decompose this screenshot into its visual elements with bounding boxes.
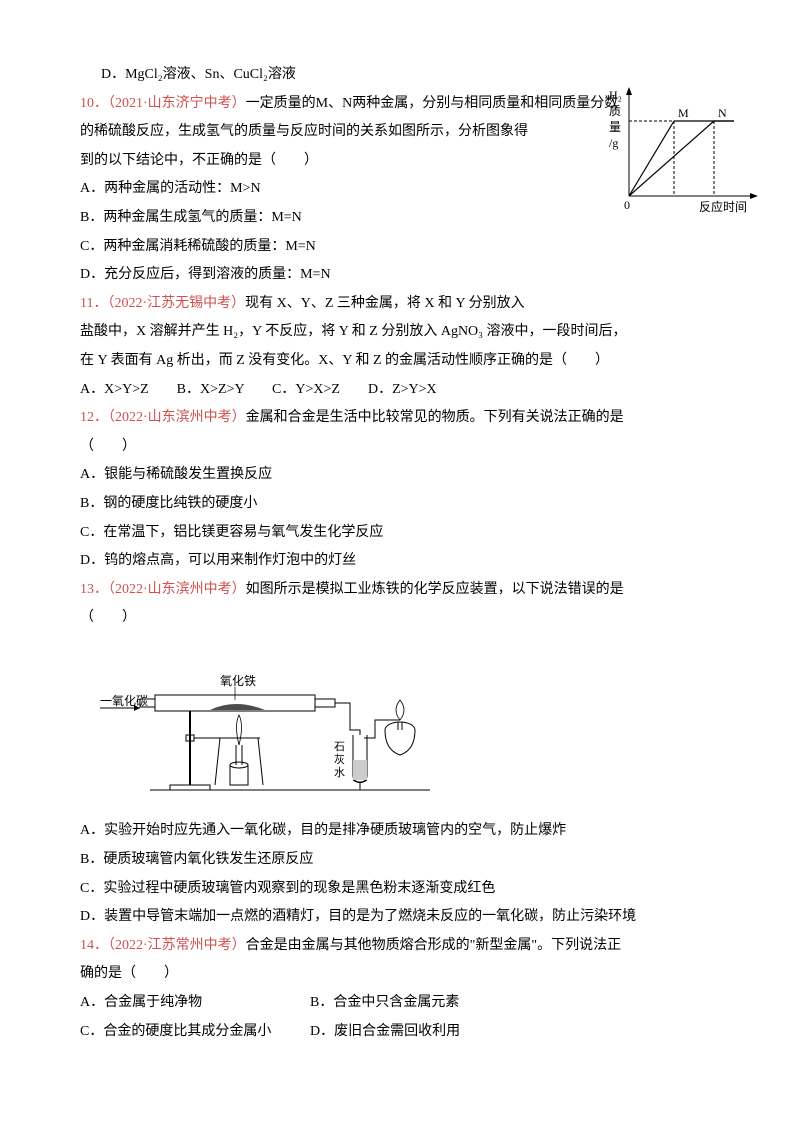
q12-stem1: 金属和合金是生活中比较常见的物质。下列有关说法正确的是: [246, 410, 624, 425]
q13-optD: D．装置中导管末端加一点燃的酒精灯，目的是为了燃烧未反应的一氧化碳，防止污染环境: [80, 904, 714, 931]
q10-graph: M N H₂ 质 量 /g 0 反应时间: [604, 81, 764, 221]
q13-line1: 13．（2022·山东滨州中考）如图所示是模拟工业炼铁的化学反应装置，以下说法错…: [80, 577, 714, 604]
q14-optA: A．合金属于纯净物: [80, 990, 310, 1017]
q11-num: 11．: [80, 296, 107, 311]
q10-optD: D．充分反应后，得到溶液的质量：M=N: [80, 262, 714, 289]
q11-stem2: 盐酸中，X 溶解并产生 H₂，Y 不反应，将 Y 和 Z 分别放入 AgNO₃ …: [80, 319, 714, 346]
q13-source: （2022·山东滨州中考）: [108, 582, 246, 597]
q14-opts-row1: A．合金属于纯净物 B．合金中只含金属元素: [80, 990, 714, 1017]
graph-label-M: M: [678, 106, 689, 120]
svg-text:灰: 灰: [334, 752, 345, 766]
graph-yl3: 量: [609, 120, 621, 134]
q12-stem2: （ ）: [80, 434, 714, 461]
q14-line1: 14．（2022·江苏常州中考）合金是由金属与其他物质熔合形成的"新型金属"。下…: [80, 933, 714, 960]
q13-figure: 氧化铁 一氧化碳 石 灰 水: [100, 640, 714, 811]
fig-label-lime-1: 石: [334, 741, 345, 753]
graph-label-N: N: [718, 106, 727, 120]
q14-num: 14．: [80, 938, 108, 953]
q14-stem2: 确的是（ ）: [80, 961, 714, 988]
q12-optA: A．银能与稀硫酸发生置换反应: [80, 462, 714, 489]
svg-text:0: 0: [624, 198, 630, 212]
q13-stem2: （ ）: [80, 605, 714, 632]
graph-xlabel: 反应时间: [699, 199, 747, 214]
q10-block: 10．（2021·山东济宁中考）一定质量的M、N两种金属，分别与相同质量和相同质…: [80, 91, 714, 289]
q10-optC: C．两种金属消耗稀硫酸的质量：M=N: [80, 234, 714, 261]
q14-optD: D．废旧合金需回收利用: [310, 1019, 460, 1046]
q14-stem1: 合金是由金属与其他物质熔合形成的"新型金属"。下列说法正: [246, 938, 621, 953]
q14-optC: C．合金的硬度比其成分金属小: [80, 1019, 310, 1046]
q13-optA: A．实验开始时应先通入一氧化碳，目的是排净硬质玻璃管内的空气，防止爆炸: [80, 818, 714, 845]
q11-stem3: 在 Y 表面有 Ag 析出，而 Z 没有变化。X、Y 和 Z 的金属活动性顺序正…: [80, 348, 714, 375]
q13-optB: B．硬质玻璃管内氧化铁发生还原反应: [80, 847, 714, 874]
q11-stem1: 现有 X、Y、Z 三种金属，将 X 和 Y 分别放入: [245, 296, 524, 311]
q12-source: （2022·山东滨州中考）: [108, 410, 246, 425]
q11-line1: 11．（2022·江苏无锡中考）现有 X、Y、Z 三种金属，将 X 和 Y 分别…: [80, 291, 714, 318]
q13-optC: C．实验过程中硬质玻璃管内观察到的现象是黑色粉末逐渐变成红色: [80, 876, 714, 903]
graph-yl1: H₂: [609, 88, 622, 102]
fig-label-co: 一氧化碳: [100, 694, 148, 708]
q11-opts: A．X>Y>Z B．X>Z>Y C．Y>X>Z D．Z>Y>X: [80, 377, 714, 404]
fig-label-fe2o3: 氧化铁: [220, 674, 256, 688]
q12-optD: D．钨的熔点高，可以用来制作灯泡中的灯丝: [80, 548, 714, 575]
q13-stem1: 如图所示是模拟工业炼铁的化学反应装置，以下说法错误的是: [246, 582, 624, 597]
q12-optB: B．钢的硬度比纯铁的硬度小: [80, 491, 714, 518]
q14-source: （2022·江苏常州中考）: [108, 938, 246, 953]
q12-line1: 12．（2022·山东滨州中考）金属和合金是生活中比较常见的物质。下列有关说法正…: [80, 405, 714, 432]
q10-num: 10．: [80, 96, 108, 111]
q11-source: （2022·江苏无锡中考）: [107, 296, 245, 311]
q10-stem1: 一定质量的M、N两种金属，分别与相同质量和相同质量分数: [246, 96, 619, 111]
q10-source: （2021·山东济宁中考）: [108, 96, 246, 111]
q14-opts-row2: C．合金的硬度比其成分金属小 D．废旧合金需回收利用: [80, 1019, 714, 1046]
svg-text:水: 水: [334, 766, 345, 779]
q12-num: 12．: [80, 410, 108, 425]
q13-num: 13．: [80, 582, 108, 597]
q14-optB: B．合金中只含金属元素: [310, 990, 459, 1017]
graph-yl2: 质: [609, 104, 621, 118]
graph-yl4: /g: [609, 136, 618, 150]
q12-optC: C．在常温下，铝比镁更容易与氧气发生化学反应: [80, 520, 714, 547]
